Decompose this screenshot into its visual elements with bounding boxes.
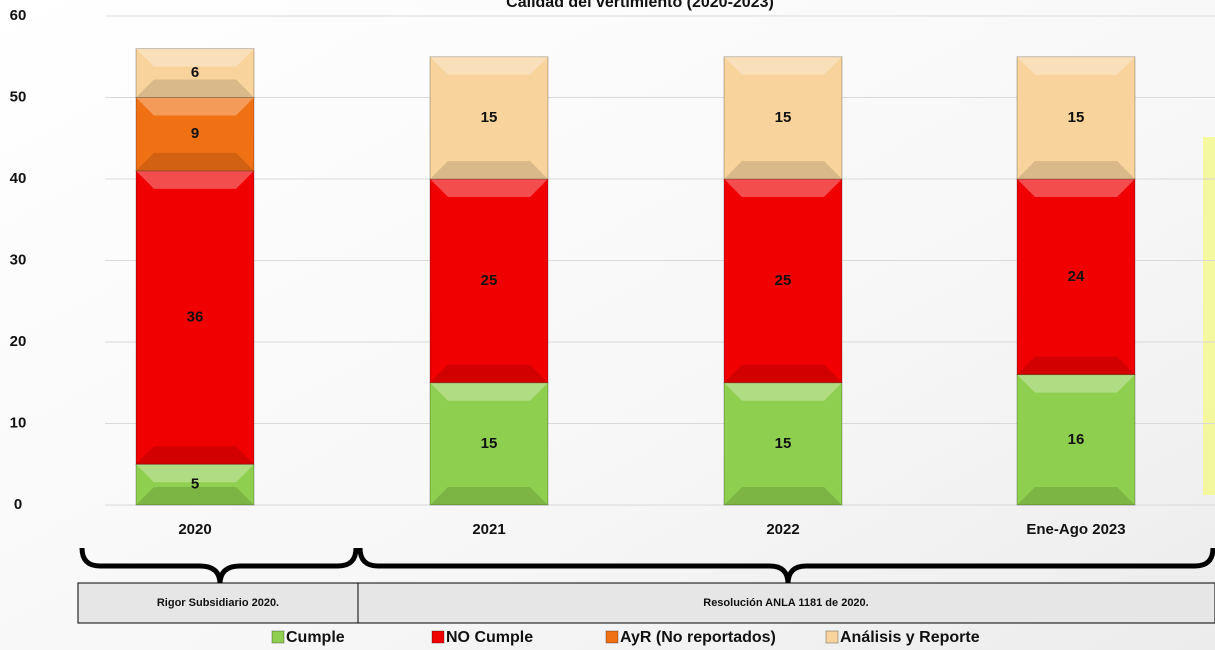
data-label: 36 [187, 309, 204, 326]
bevel [136, 48, 254, 67]
bevel [1017, 356, 1135, 375]
bar-segment [429, 178, 549, 384]
data-label: 15 [481, 435, 498, 452]
bevel [430, 179, 548, 197]
bar-segment [723, 382, 843, 506]
y-tick-label: 60 [10, 7, 27, 24]
annotation: Rigor Subsidiario 2020. [157, 597, 279, 609]
side-strip [1203, 137, 1215, 495]
bar-segment [135, 170, 255, 465]
bevel [1017, 56, 1135, 75]
bar-segment [1016, 178, 1136, 376]
legend-swatch [431, 630, 445, 644]
bevel [136, 152, 254, 171]
bevel [430, 487, 548, 505]
bar-segment [135, 97, 255, 172]
bevel [430, 364, 548, 383]
bevel [136, 170, 254, 189]
bevel [724, 56, 842, 75]
legend-label: Análisis y Reporte [840, 629, 980, 646]
bevel [136, 446, 254, 465]
data-label: 24 [1068, 268, 1085, 285]
bevel [724, 487, 842, 505]
bevel [136, 487, 254, 505]
legend-label: NO Cumple [446, 629, 533, 646]
bevel [430, 161, 548, 179]
y-tick-label: 30 [10, 251, 27, 268]
annotation-box [77, 582, 359, 624]
chart-title: Calidad del vertimiento (2020-2023) [506, 0, 774, 11]
y-tick-label: 50 [10, 88, 27, 105]
bevel [724, 161, 842, 179]
data-label: 16 [1068, 431, 1085, 448]
bevel [1017, 161, 1135, 179]
data-label: 25 [481, 272, 498, 289]
data-label: 9 [191, 125, 199, 142]
bar-segment [135, 48, 255, 98]
data-label: 5 [191, 476, 199, 493]
data-label: 6 [191, 64, 199, 81]
legend-swatch [605, 630, 619, 644]
bevel [1017, 374, 1135, 393]
data-label: 15 [775, 435, 792, 452]
data-label: 25 [775, 272, 792, 289]
legend-swatch [825, 630, 839, 644]
legend-swatch [271, 630, 285, 644]
x-tick-label: Ene-Ago 2023 [1026, 521, 1125, 538]
annotation-box [357, 582, 1215, 624]
bevel [430, 382, 548, 401]
bevel [724, 382, 842, 401]
bevel [724, 364, 842, 383]
y-tick-label: 20 [10, 333, 27, 350]
y-tick-label: 0 [14, 496, 22, 513]
x-tick-label: 2021 [472, 521, 505, 538]
bar-segment [1016, 374, 1136, 506]
bar-segment [429, 382, 549, 506]
bevel [136, 464, 254, 483]
bevel [1017, 487, 1135, 505]
bevel [136, 79, 254, 98]
legend-label: AyR (No reportados) [620, 629, 776, 646]
bevel [136, 97, 254, 116]
bevel [430, 56, 548, 75]
bar-segment [723, 56, 843, 180]
data-label: 15 [775, 109, 792, 126]
bar-segment [429, 56, 549, 180]
legend-label: Cumple [286, 629, 345, 646]
bevel [724, 179, 842, 197]
bar-segment [135, 463, 255, 506]
y-tick-label: 40 [10, 170, 27, 187]
y-tick-label: 10 [10, 414, 27, 431]
data-label: 15 [481, 109, 498, 126]
annotation: Resolución ANLA 1181 de 2020. [703, 597, 868, 609]
data-label: 15 [1068, 109, 1085, 126]
bevel [1017, 179, 1135, 197]
x-tick-label: 2020 [178, 521, 211, 538]
x-tick-label: 2022 [766, 521, 799, 538]
bar-segment [1016, 56, 1136, 180]
bar-segment [723, 178, 843, 384]
